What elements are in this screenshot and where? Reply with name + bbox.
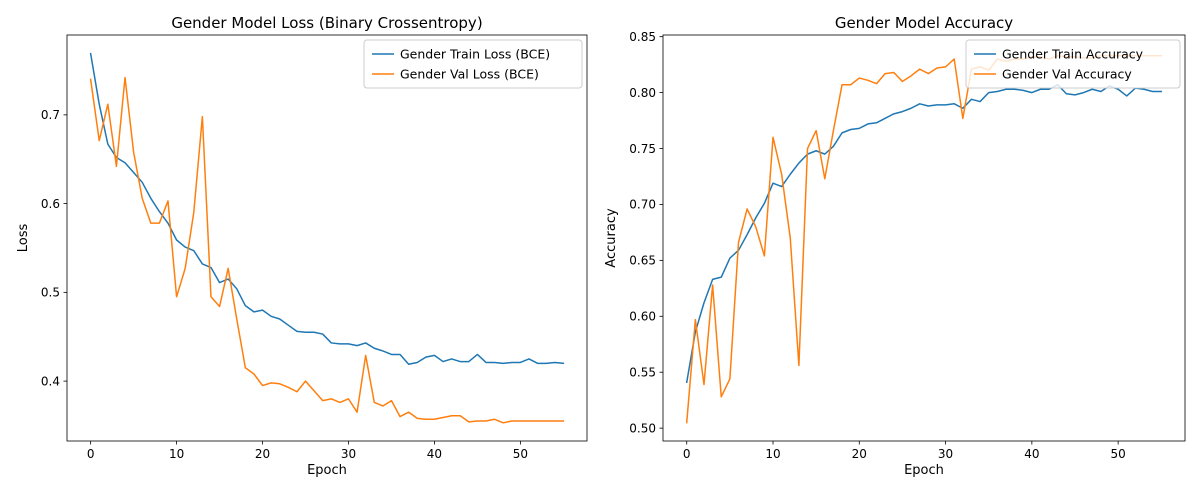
accuracy-x-tick-label: 40 (1024, 447, 1039, 461)
loss-chart-title: Gender Model Loss (Binary Crossentropy) (171, 14, 482, 32)
loss-series-line-0 (89, 52, 565, 365)
accuracy-legend-label-0: Gender Train Accuracy (1002, 46, 1144, 61)
accuracy-legend-box (965, 39, 1181, 89)
loss-x-tick-label: 50 (513, 447, 528, 461)
loss-legend-label-1: Gender Val Loss (BCE) (400, 66, 539, 81)
loss-axes-frame (66, 34, 588, 442)
accuracy-y-tick-label: 0.85 (629, 30, 656, 44)
accuracy-y-tick-label: 0.55 (629, 366, 656, 380)
accuracy-y-tick-label: 0.80 (629, 86, 656, 100)
loss-x-axis-label: Epoch (307, 463, 347, 478)
accuracy-y-tick-label: 0.75 (629, 142, 656, 156)
accuracy-y-tick-label: 0.50 (629, 421, 656, 435)
accuracy-y-axis-label: Accuracy (604, 208, 619, 268)
loss-legend: Gender Train Loss (BCE) Gender Val Loss (… (363, 39, 583, 89)
loss-y-axis-label: Loss (16, 224, 31, 253)
loss-x-tick-label: 10 (169, 447, 184, 461)
loss-x-tick-label: 0 (87, 447, 95, 461)
accuracy-y-tick-label: 0.65 (629, 254, 656, 268)
accuracy-x-tick-label: 0 (683, 447, 691, 461)
loss-y-tick-label: 0.5 (41, 286, 60, 300)
accuracy-chart-title: Gender Model Accuracy (835, 14, 1013, 32)
accuracy-x-tick-label: 10 (765, 447, 780, 461)
accuracy-x-tick-label: 30 (938, 447, 953, 461)
loss-legend-label-0: Gender Train Loss (BCE) (400, 46, 550, 61)
loss-x-tick-label: 30 (341, 447, 356, 461)
loss-series-line-1 (89, 76, 565, 424)
accuracy-x-axis-label: Epoch (904, 463, 944, 478)
accuracy-legend: Gender Train Accuracy Gender Val Accuracy (965, 39, 1181, 89)
loss-y-tick-label: 0.7 (41, 108, 60, 122)
accuracy-x-tick-label: 50 (1110, 447, 1125, 461)
loss-chart-panel: 0 10 20 30 40 50 0.4 0.5 0.6 0.7 Gender Model Loss… (16, 14, 588, 478)
accuracy-y-tick-label: 0.70 (629, 198, 656, 212)
accuracy-series-line-0 (685, 84, 1163, 384)
loss-y-tick-label: 0.6 (41, 197, 60, 211)
accuracy-chart-panel: 0 10 20 30 40 50 0.50 0.55 0.60 0.65 0.70 0.75 0.80 0… (604, 14, 1186, 478)
accuracy-axes-frame (662, 34, 1186, 442)
loss-y-tick-label: 0.4 (41, 374, 60, 388)
accuracy-x-tick-label: 20 (852, 447, 867, 461)
loss-legend-box (363, 39, 583, 89)
accuracy-y-tick-label: 0.60 (629, 310, 656, 324)
accuracy-series-line-1 (685, 54, 1163, 424)
loss-x-tick-label: 40 (427, 447, 442, 461)
accuracy-legend-label-1: Gender Val Accuracy (1002, 66, 1132, 81)
loss-x-tick-label: 20 (255, 447, 270, 461)
